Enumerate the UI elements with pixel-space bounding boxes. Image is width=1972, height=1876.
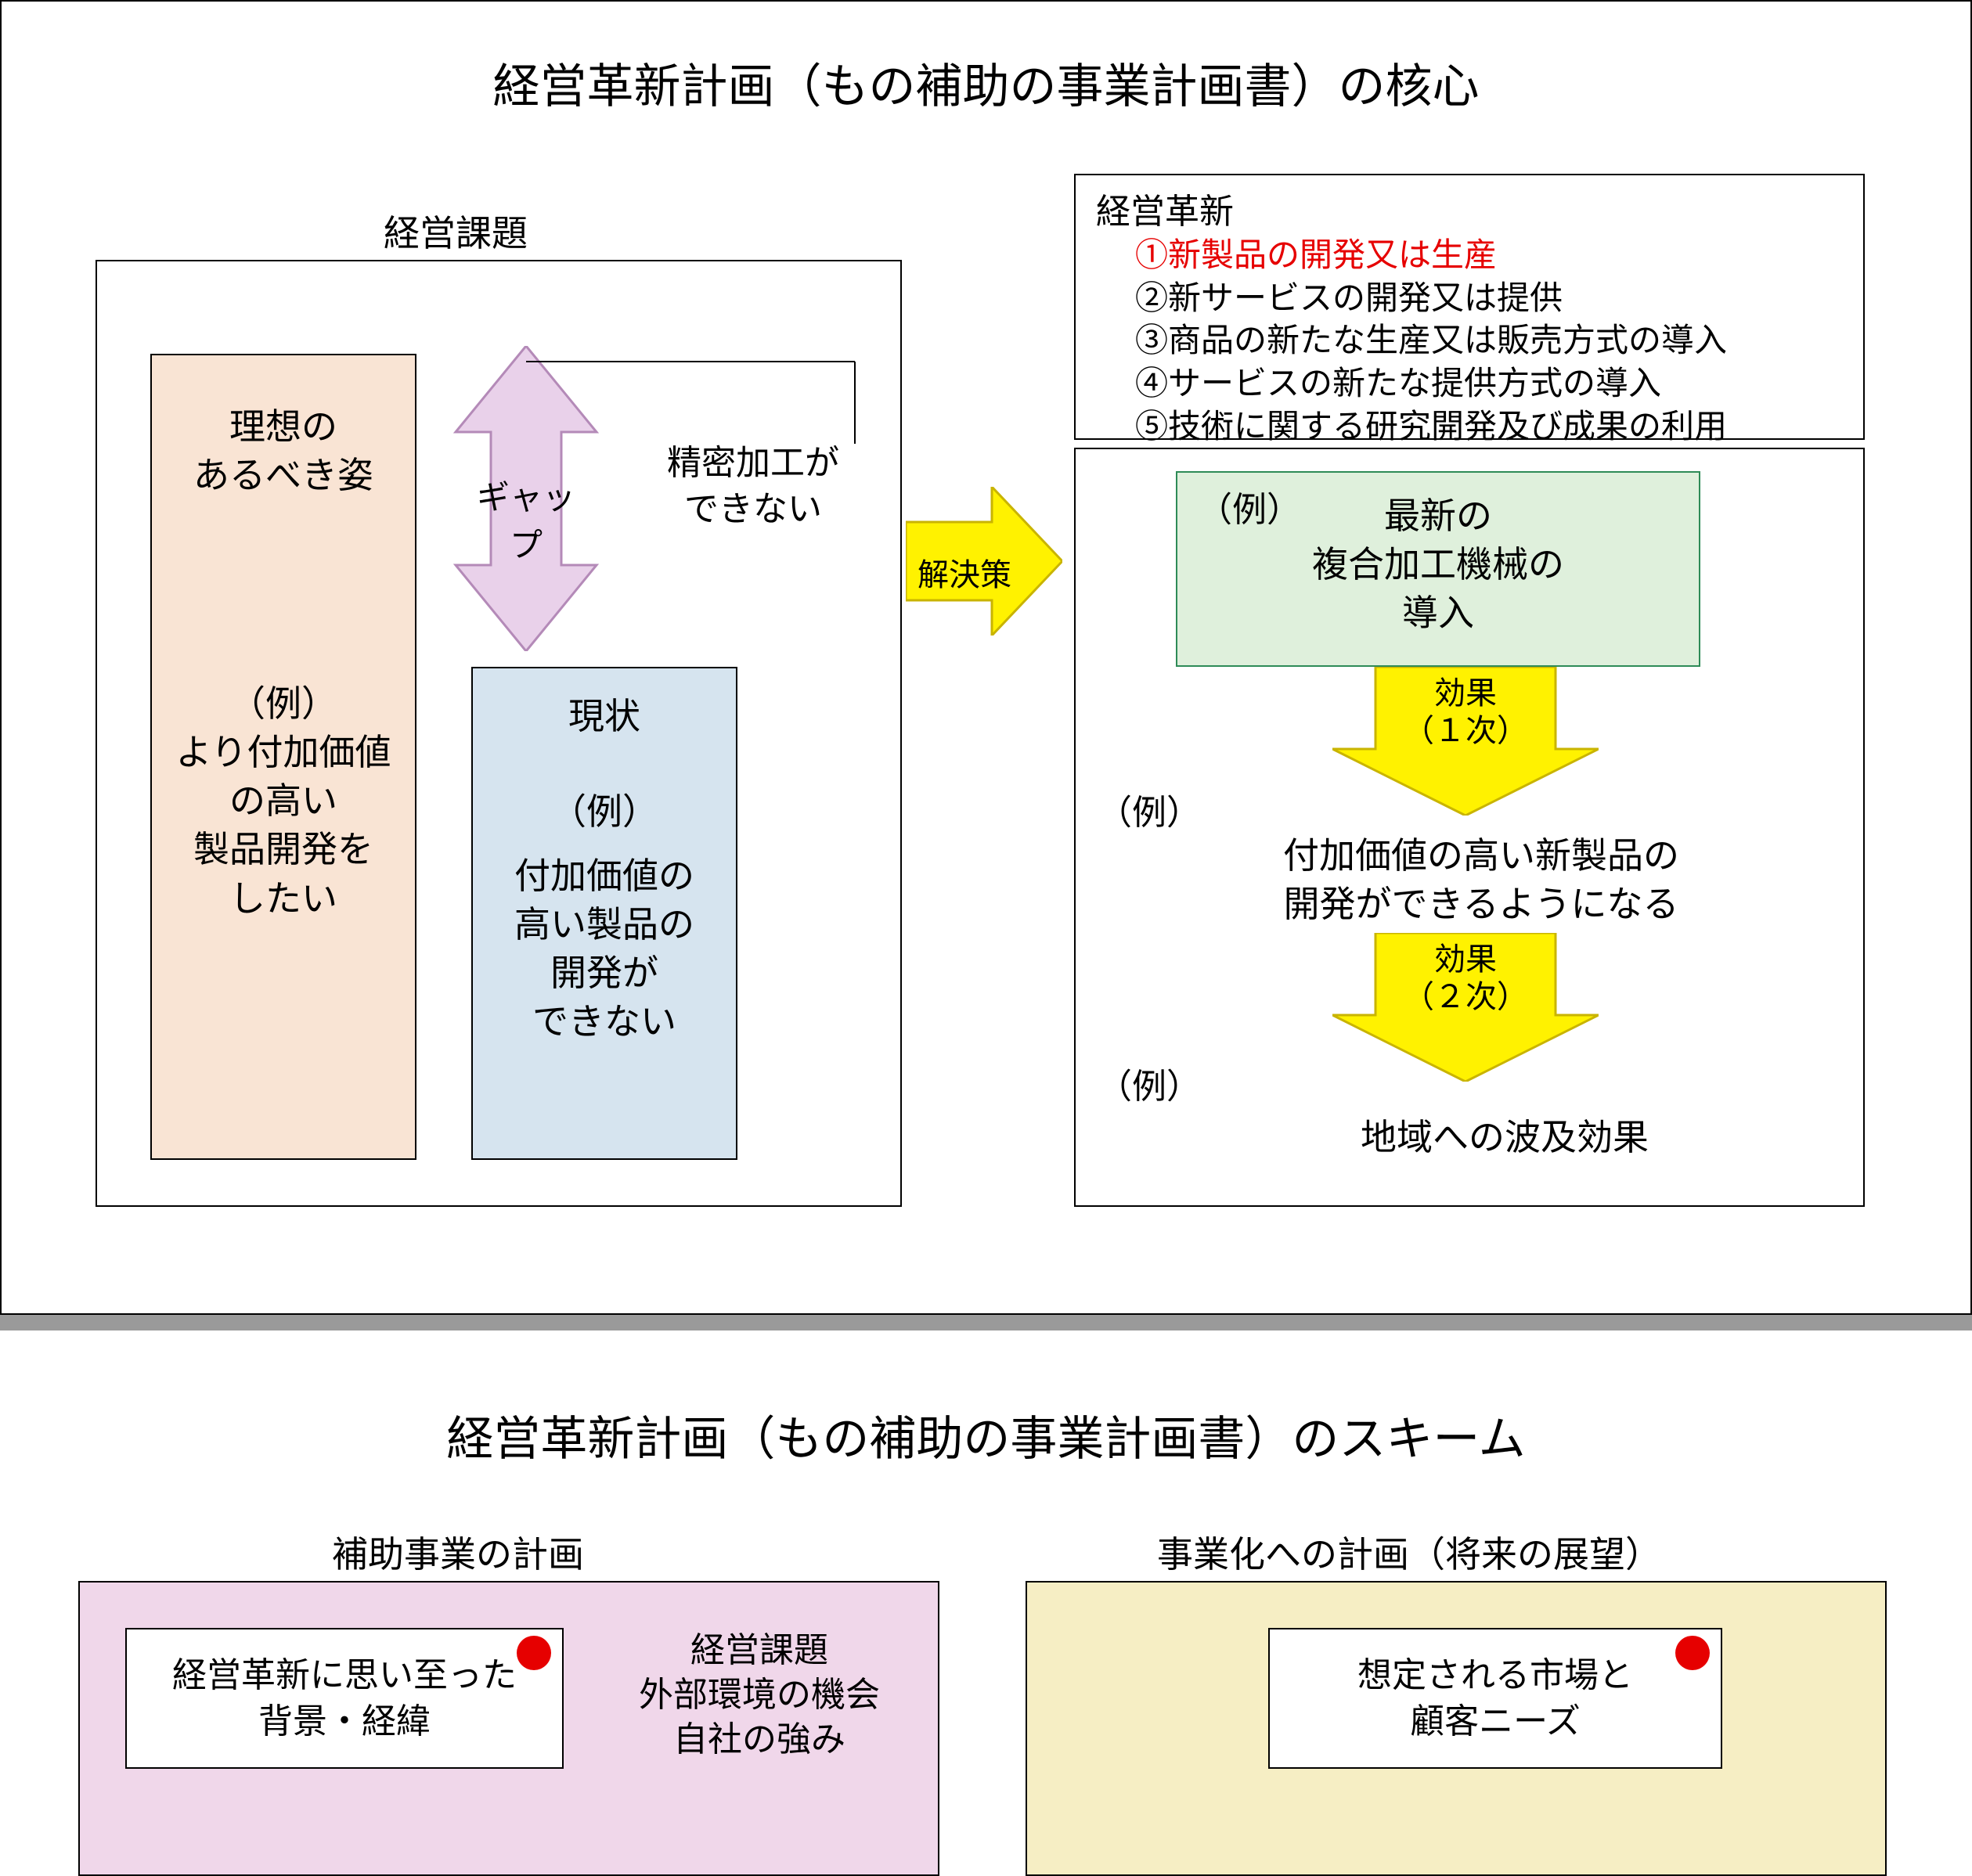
innovation-heading: 経営革新 — [1096, 189, 1843, 234]
ideal-example-tag: （例） — [152, 679, 415, 728]
s2-left-box1-text: 経営革新に思い至った 背景・経緯 — [172, 1652, 517, 1745]
current-heading: 現状 — [473, 692, 736, 740]
gap-note: 精密加工が できない — [636, 440, 871, 533]
innovation-item-3: ③商品の新たな生産又は販売方式の導入 — [1096, 319, 1843, 362]
effect2-arrow-label: 効果 （２次） — [1332, 941, 1599, 1016]
s2-right-box1: 想定される市場と 顧客ニーズ — [1268, 1628, 1722, 1769]
slide-core: 経営革新計画（もの補助の事業計画書）の核心 経営課題 理想の あるべき姿 （例）… — [0, 0, 1972, 1315]
slide-scheme: 経営革新計画（もの補助の事業計画書）のスキーム 補助事業の計画 事業化への計画（… — [0, 1330, 1972, 1876]
innovation-box: 経営革新 ①新製品の開発又は生産 ②新サービスの開発又は提供 ③商品の新たな生産… — [1074, 174, 1865, 440]
solution-arrow-label: 解決策 — [910, 549, 1019, 595]
red-dot-icon — [1675, 1636, 1710, 1670]
effect2-body: 地域への波及効果 — [1270, 1113, 1739, 1161]
effect1-body: 付加価値の高い新製品の 開発ができるようになる — [1176, 831, 1786, 928]
effect1-arrow-label: 効果 （１次） — [1332, 675, 1599, 750]
current-box: 現状 （例） 付加価値の 高い製品の 開発が できない — [471, 667, 737, 1160]
ideal-example-body: より付加価値 の高い 製品開発を したい — [152, 728, 415, 922]
left-section-label: 経営課題 — [299, 205, 612, 257]
s2-right-box1-text: 想定される市場と 顧客ニーズ — [1357, 1652, 1633, 1745]
innovation-item-1: ①新製品の開発又は生産 — [1096, 234, 1843, 277]
solution-example-tag: （例） — [1198, 487, 1301, 533]
innovation-item-2: ②新サービスの開発又は提供 — [1096, 277, 1843, 320]
ideal-box: 理想の あるべき姿 （例） より付加価値 の高い 製品開発を したい — [150, 354, 416, 1160]
s2-left-box1: 経営革新に思い至った 背景・経緯 — [125, 1628, 564, 1769]
s2-right-header: 事業化への計画（将来の展望） — [1057, 1526, 1761, 1578]
current-example-tag: （例） — [473, 787, 736, 836]
s2-left-sidetext: 経営課題 外部環境の機会 自社の強み — [603, 1628, 916, 1763]
slide1-title: 経営革新計画（もの補助の事業計画書）の核心 — [2, 49, 1970, 117]
red-dot-icon — [517, 1636, 551, 1670]
effect1-example-tag: （例） — [1098, 784, 1201, 834]
innovation-item-4: ④サービスの新たな提供方式の導入 — [1096, 362, 1843, 405]
s2-left-header: 補助事業の計画 — [290, 1526, 626, 1578]
slide2-title: 経営革新計画（もの補助の事業計画書）のスキーム — [0, 1401, 1972, 1469]
innovation-item-5: ⑤技術に関する研究開発及び成果の利用 — [1096, 405, 1843, 448]
slide-divider — [0, 1315, 1972, 1330]
solution-box: （例） 最新の 複合加工機械の 導入 — [1176, 471, 1700, 667]
ideal-heading: 理想の あるべき姿 — [152, 402, 415, 499]
gap-label: ギャップ — [463, 471, 589, 567]
effect2-example-tag: （例） — [1098, 1058, 1201, 1108]
current-example-body: 付加価値の 高い製品の 開発が できない — [473, 852, 736, 1046]
